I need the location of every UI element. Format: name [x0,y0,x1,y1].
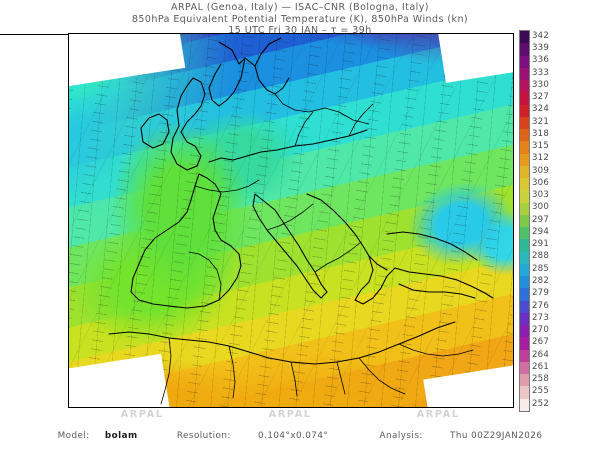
colorbar-swatch [520,55,529,68]
colorbar-swatch [520,276,529,289]
footer-resolution: Resolution: 0.104°x0.074° [165,431,340,441]
colorbar-swatch [520,165,529,178]
colorbar-swatch [520,214,529,227]
footer-resolution-label: Resolution: [176,431,231,441]
colorbar-tick: 318 [532,128,550,139]
colorbar-tick: 312 [532,153,550,164]
map-canvas [69,34,513,407]
colorbar-tick: 297 [532,214,550,225]
colorbar-swatch [520,190,529,203]
colorbar-tick: 273 [532,312,550,323]
footer-analysis-label: Analysis: [379,431,423,441]
colorbar-tick: 282 [532,275,550,286]
colorbar-swatch [520,386,529,399]
colorbar-swatch [520,239,529,252]
colorbar-swatch [520,141,529,154]
colorbar-swatch [520,67,529,80]
footer-resolution-value: 0.104°x0.074° [258,431,329,441]
colorbar-swatch [520,374,529,387]
colorbar-tick: 309 [532,165,550,176]
colorbar-tick: 321 [532,116,550,127]
colorbar-tick: 267 [532,337,550,348]
coastline-overlay [108,37,494,405]
footer-analysis: Analysis: Thu 00Z29JAN2026 [368,431,555,441]
colorbar-swatch [520,92,529,105]
colorbar-tick: 285 [532,263,550,274]
colorbar-swatch [520,398,529,411]
colorbar-swatch [520,116,529,129]
colorbar-swatch [520,337,529,350]
colorbar-swatch [520,178,529,191]
watermark-row: ARPAL ARPAL ARPAL [68,406,512,422]
colorbar-tick: 327 [532,92,550,103]
header-valid-time: 15 UTC Fri 30 JAN – τ = 39h [228,25,372,36]
colorbar-swatch [520,227,529,240]
colorbar-tick: 270 [532,325,550,336]
colorbar-tick: 303 [532,190,550,201]
footer-model: Model: bolam [46,431,138,441]
colorbar-tick: 336 [532,55,550,66]
colorbar-swatch [520,202,529,215]
header-institutions: ARPAL (Genoa, Italy) — ISAC–CNR (Bologna… [171,2,429,13]
colorbar-swatch [520,31,529,44]
colorbar-tick: 258 [532,374,550,385]
colorbar-tick: 330 [532,79,550,90]
colorbar-tick: 276 [532,300,550,311]
colorbar-tick: 291 [532,239,550,250]
colorbar-tick: 294 [532,226,550,237]
colorbar-tick: 264 [532,349,550,360]
colorbar-swatch [520,325,529,338]
colorbar-swatch [520,104,529,117]
colorbar-strip [519,30,530,412]
colorbar-tick: 288 [532,251,550,262]
colorbar[interactable]: 342 339 336 333 330 327 324 321 318 315 312 309 306 3… [519,30,597,414]
colorbar-tick: 339 [532,43,550,54]
watermark-arpal: ARPAL [416,408,460,420]
colorbar-tick: 315 [532,141,550,152]
colorbar-tick: 324 [532,104,550,115]
colorbar-swatch [520,153,529,166]
colorbar-tick: 261 [532,361,550,372]
colorbar-tick: 333 [532,67,550,78]
colorbar-swatch [520,251,529,264]
colorbar-tick: 255 [532,386,550,397]
colorbar-swatch [520,361,529,374]
watermark-arpal: ARPAL [268,408,312,420]
colorbar-swatch [520,312,529,325]
colorbar-swatch [520,129,529,142]
colorbar-tick: 306 [532,177,550,188]
colorbar-tick: 300 [532,202,550,213]
colorbar-tick: 279 [532,288,550,299]
colorbar-swatch [520,80,529,93]
colorbar-swatch [520,288,529,301]
footer-model-value: bolam [104,431,138,441]
footer-model-label: Model: [57,431,90,441]
colorbar-swatch [520,300,529,313]
colorbar-swatch [520,43,529,56]
colorbar-tick-labels: 342 339 336 333 330 327 324 321 318 315 312 309 306 3… [532,30,592,412]
colorbar-tick: 342 [532,30,550,41]
map-panel[interactable] [68,33,514,408]
footer-analysis-value: Thu 00Z29JAN2026 [450,431,543,441]
watermark-arpal: ARPAL [120,408,164,420]
colorbar-swatch [520,349,529,362]
header-field-title: 850hPa Equivalent Potential Temperature … [131,13,469,25]
chart-header: ARPAL (Genoa, Italy) — ISAC–CNR (Bologna… [0,2,600,37]
chart-footer: Model: bolam Resolution: 0.104°x0.074° A… [0,431,600,441]
colorbar-tick: 252 [532,398,550,409]
colorbar-swatch [520,263,529,276]
